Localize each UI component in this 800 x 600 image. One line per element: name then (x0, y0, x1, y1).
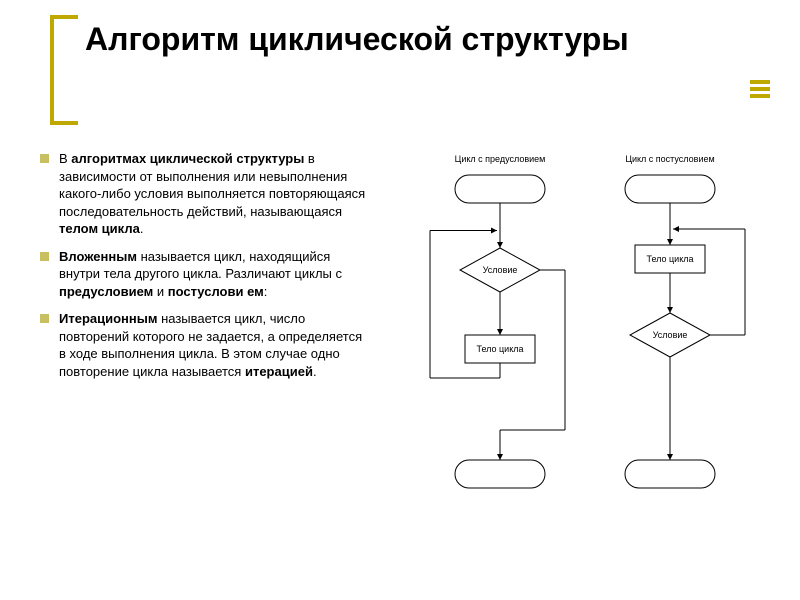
svg-text:Цикл с предусловием: Цикл с предусловием (455, 154, 546, 164)
bullet-icon (40, 314, 49, 323)
bullet-text: Вложенным называется цикл, находящийся в… (59, 248, 370, 301)
title-bracket (50, 15, 78, 125)
title-block: Алгоритм циклической структуры (70, 20, 770, 58)
page-title: Алгоритм циклической структуры (70, 20, 770, 58)
bullet-item: Вложенным называется цикл, находящийся в… (40, 248, 370, 301)
svg-text:Цикл с постусловием: Цикл с постусловием (625, 154, 714, 164)
svg-text:Тело цикла: Тело цикла (646, 254, 693, 264)
flowchart-diagram: Цикл с предусловием Условие Тело цикла Цикл… (390, 150, 780, 550)
svg-text:Условие: Условие (653, 330, 688, 340)
bullet-text: В алгоритмах циклической структуры в зав… (59, 150, 370, 238)
bullet-icon (40, 252, 49, 261)
bullet-item: В алгоритмах циклической структуры в зав… (40, 150, 370, 238)
svg-text:Условие: Условие (483, 265, 518, 275)
accent-decoration (750, 80, 770, 101)
bullet-icon (40, 154, 49, 163)
bullet-text: Итерационным называется цикл, число повт… (59, 310, 370, 380)
svg-text:Тело цикла: Тело цикла (476, 344, 523, 354)
bullet-list: В алгоритмах циклической структуры в зав… (40, 150, 370, 391)
bullet-item: Итерационным называется цикл, число повт… (40, 310, 370, 380)
